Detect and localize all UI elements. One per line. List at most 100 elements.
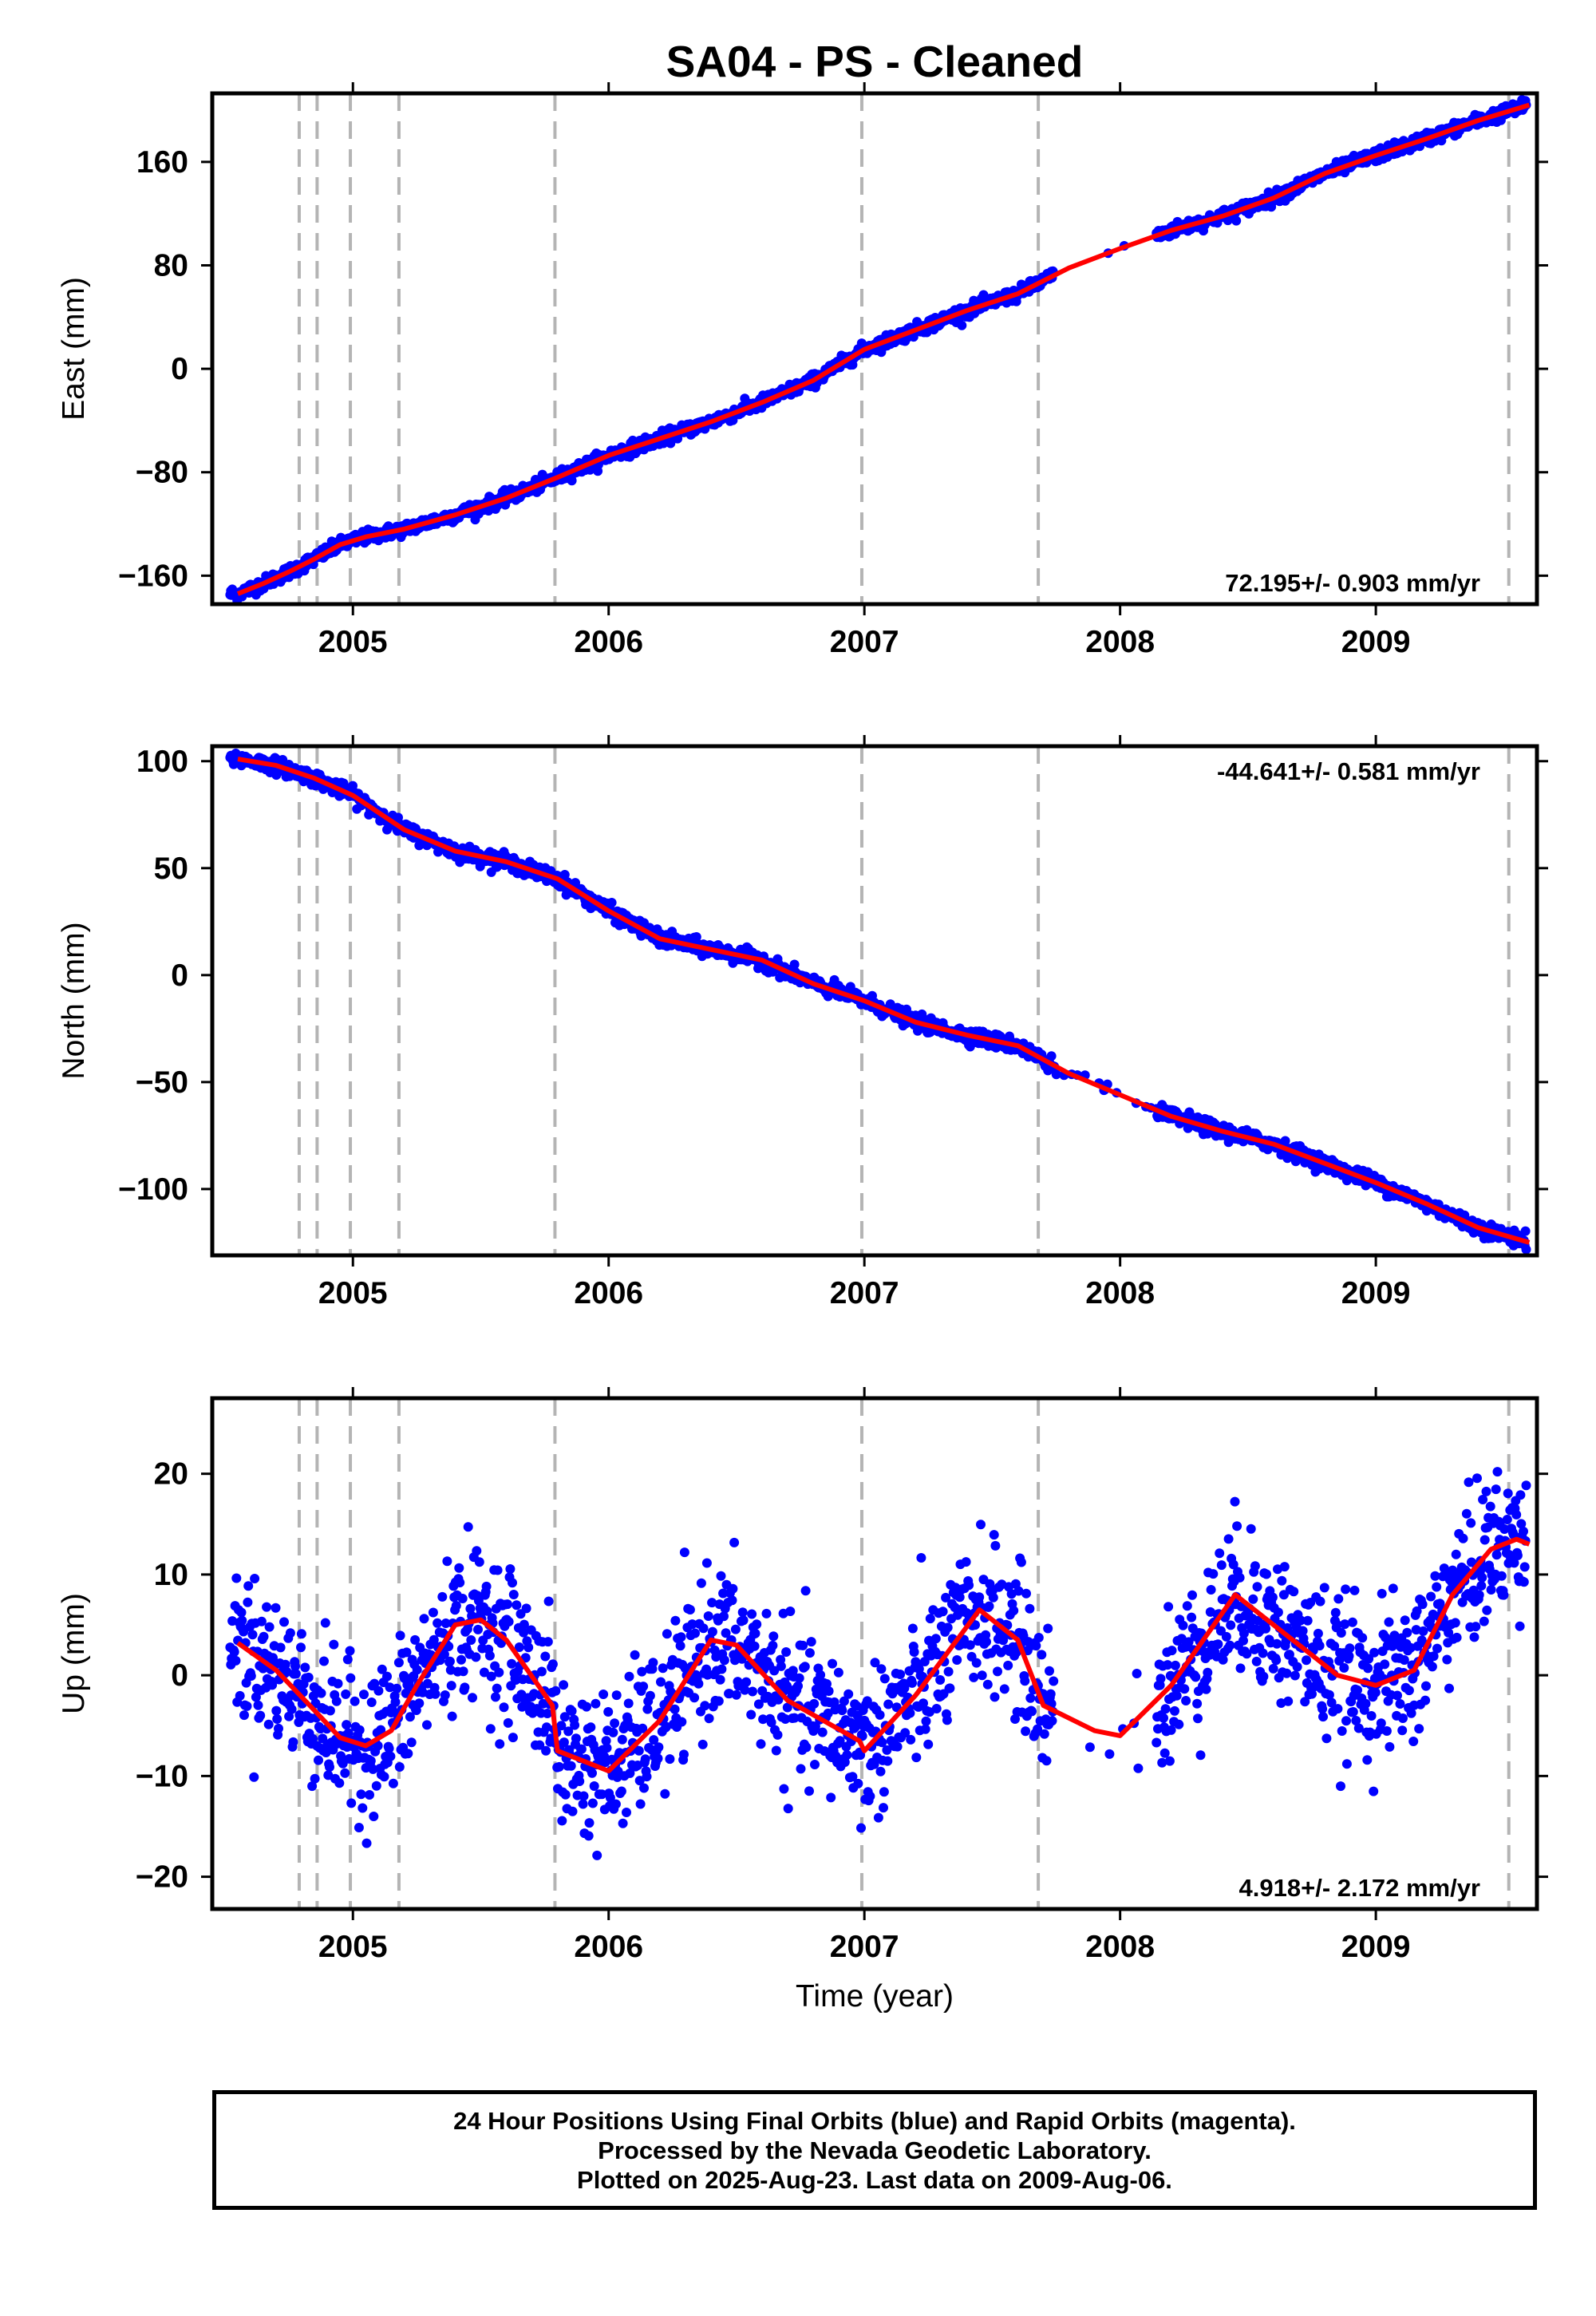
- up-point-585: [634, 1776, 645, 1786]
- up-point-931: [877, 1737, 887, 1748]
- up-point-1062: [969, 1672, 979, 1682]
- up-point-518: [587, 1798, 598, 1808]
- up-point-749: [749, 1641, 760, 1651]
- up-point-934: [879, 1787, 889, 1797]
- up-point-874: [837, 1705, 847, 1716]
- up-point-921: [870, 1658, 880, 1668]
- up-point-700: [715, 1674, 725, 1685]
- up-point-1414: [1313, 1628, 1323, 1638]
- up-point-1326: [1251, 1656, 1262, 1666]
- up-point-990: [918, 1698, 928, 1709]
- up-point-1170: [1045, 1666, 1054, 1676]
- up-point-590: [638, 1682, 649, 1692]
- up-point-1026: [943, 1666, 954, 1677]
- up-point-708: [721, 1628, 731, 1638]
- up-point-559: [616, 1786, 626, 1796]
- up-point-1289: [1226, 1620, 1236, 1630]
- up-point-1092: [990, 1692, 1000, 1702]
- up-point-938: [882, 1745, 892, 1755]
- up-point-473: [556, 1721, 567, 1731]
- up-point-385: [495, 1739, 505, 1749]
- up-point-1399: [1302, 1615, 1313, 1626]
- up-point-1395: [1300, 1697, 1310, 1707]
- up-point-1055: [964, 1580, 974, 1591]
- up-point-48: [259, 1631, 269, 1642]
- up-point-259: [406, 1737, 417, 1748]
- up-point-1466: [1349, 1585, 1360, 1595]
- up-point-1066: [971, 1658, 982, 1668]
- up-point-551: [610, 1799, 621, 1809]
- up-point-1035: [950, 1603, 960, 1612]
- up-point-211: [373, 1741, 383, 1751]
- up-point-1172: [1045, 1689, 1056, 1699]
- up-point-461: [547, 1659, 558, 1670]
- up-point-1371: [1283, 1696, 1294, 1706]
- up-point-1452: [1340, 1619, 1350, 1630]
- up-point-660: [687, 1619, 697, 1630]
- up-point-450: [540, 1651, 551, 1662]
- up-point-645: [677, 1717, 687, 1727]
- up-point-66: [271, 1705, 282, 1716]
- up-point-830: [806, 1637, 816, 1647]
- up-point-1254: [1201, 1684, 1211, 1694]
- up-point-1189: [1156, 1674, 1166, 1684]
- up-point-405: [508, 1590, 519, 1599]
- east-x-tick-label-2008: 2008: [1085, 625, 1155, 659]
- up-point-782: [772, 1729, 783, 1740]
- up-point-612: [654, 1742, 664, 1753]
- up-point-701: [716, 1571, 726, 1581]
- up-point-732: [737, 1607, 748, 1618]
- up-point-1458: [1344, 1651, 1354, 1662]
- up-point-107: [300, 1662, 310, 1673]
- up-point-1447: [1336, 1628, 1346, 1638]
- up-point-1223: [1179, 1684, 1190, 1694]
- up-point-1182: [1133, 1763, 1144, 1773]
- east-y-tick-label-2: 0: [171, 352, 188, 386]
- east-plot-area: [225, 93, 1531, 604]
- up-point-90: [288, 1737, 298, 1747]
- up-point-199: [365, 1790, 374, 1800]
- up-point-964: [900, 1728, 911, 1738]
- up-point-683: [703, 1611, 713, 1621]
- up-point-1241: [1192, 1698, 1203, 1709]
- up-point-24: [242, 1701, 252, 1711]
- up-point-821: [800, 1662, 810, 1672]
- up-point-382: [492, 1565, 503, 1575]
- up-point-502: [576, 1744, 587, 1754]
- up-point-813: [794, 1673, 804, 1683]
- up-point-524: [592, 1850, 602, 1860]
- up-point-404: [508, 1733, 518, 1743]
- up-point-773: [766, 1717, 776, 1728]
- up-point-1024: [942, 1715, 952, 1725]
- up-point-67: [272, 1714, 282, 1724]
- up-point-184: [354, 1823, 364, 1832]
- up-point-1038: [952, 1655, 962, 1665]
- up-point-201: [365, 1756, 376, 1766]
- up-point-281: [422, 1720, 432, 1730]
- up-point-520: [589, 1781, 599, 1791]
- up-point-704: [718, 1588, 729, 1599]
- up-point-1416: [1314, 1641, 1325, 1651]
- up-point-270: [414, 1698, 425, 1709]
- up-point-540: [603, 1707, 614, 1717]
- up-point-1057: [965, 1640, 975, 1650]
- up-point-1084: [984, 1601, 994, 1611]
- up-point-505: [579, 1791, 589, 1801]
- north-point-478: [559, 870, 570, 879]
- up-point-56: [264, 1622, 275, 1632]
- up-point-1225: [1181, 1696, 1191, 1705]
- up-point-233: [388, 1778, 398, 1788]
- up-point-1234: [1187, 1590, 1197, 1600]
- north-x-tick-label-2005: 2005: [318, 1276, 388, 1310]
- up-point-806: [789, 1713, 800, 1723]
- up-point-1242: [1193, 1713, 1203, 1724]
- up-point-722: [730, 1624, 741, 1634]
- up-point-1191: [1157, 1757, 1167, 1768]
- north-observation-points: [225, 749, 1531, 1255]
- up-point-356: [474, 1557, 484, 1567]
- up-point-351: [471, 1652, 481, 1662]
- up-point-477: [559, 1737, 569, 1748]
- up-plot-area: [225, 1398, 1531, 1909]
- up-point-1308: [1238, 1628, 1249, 1638]
- up-point-1355: [1272, 1638, 1282, 1649]
